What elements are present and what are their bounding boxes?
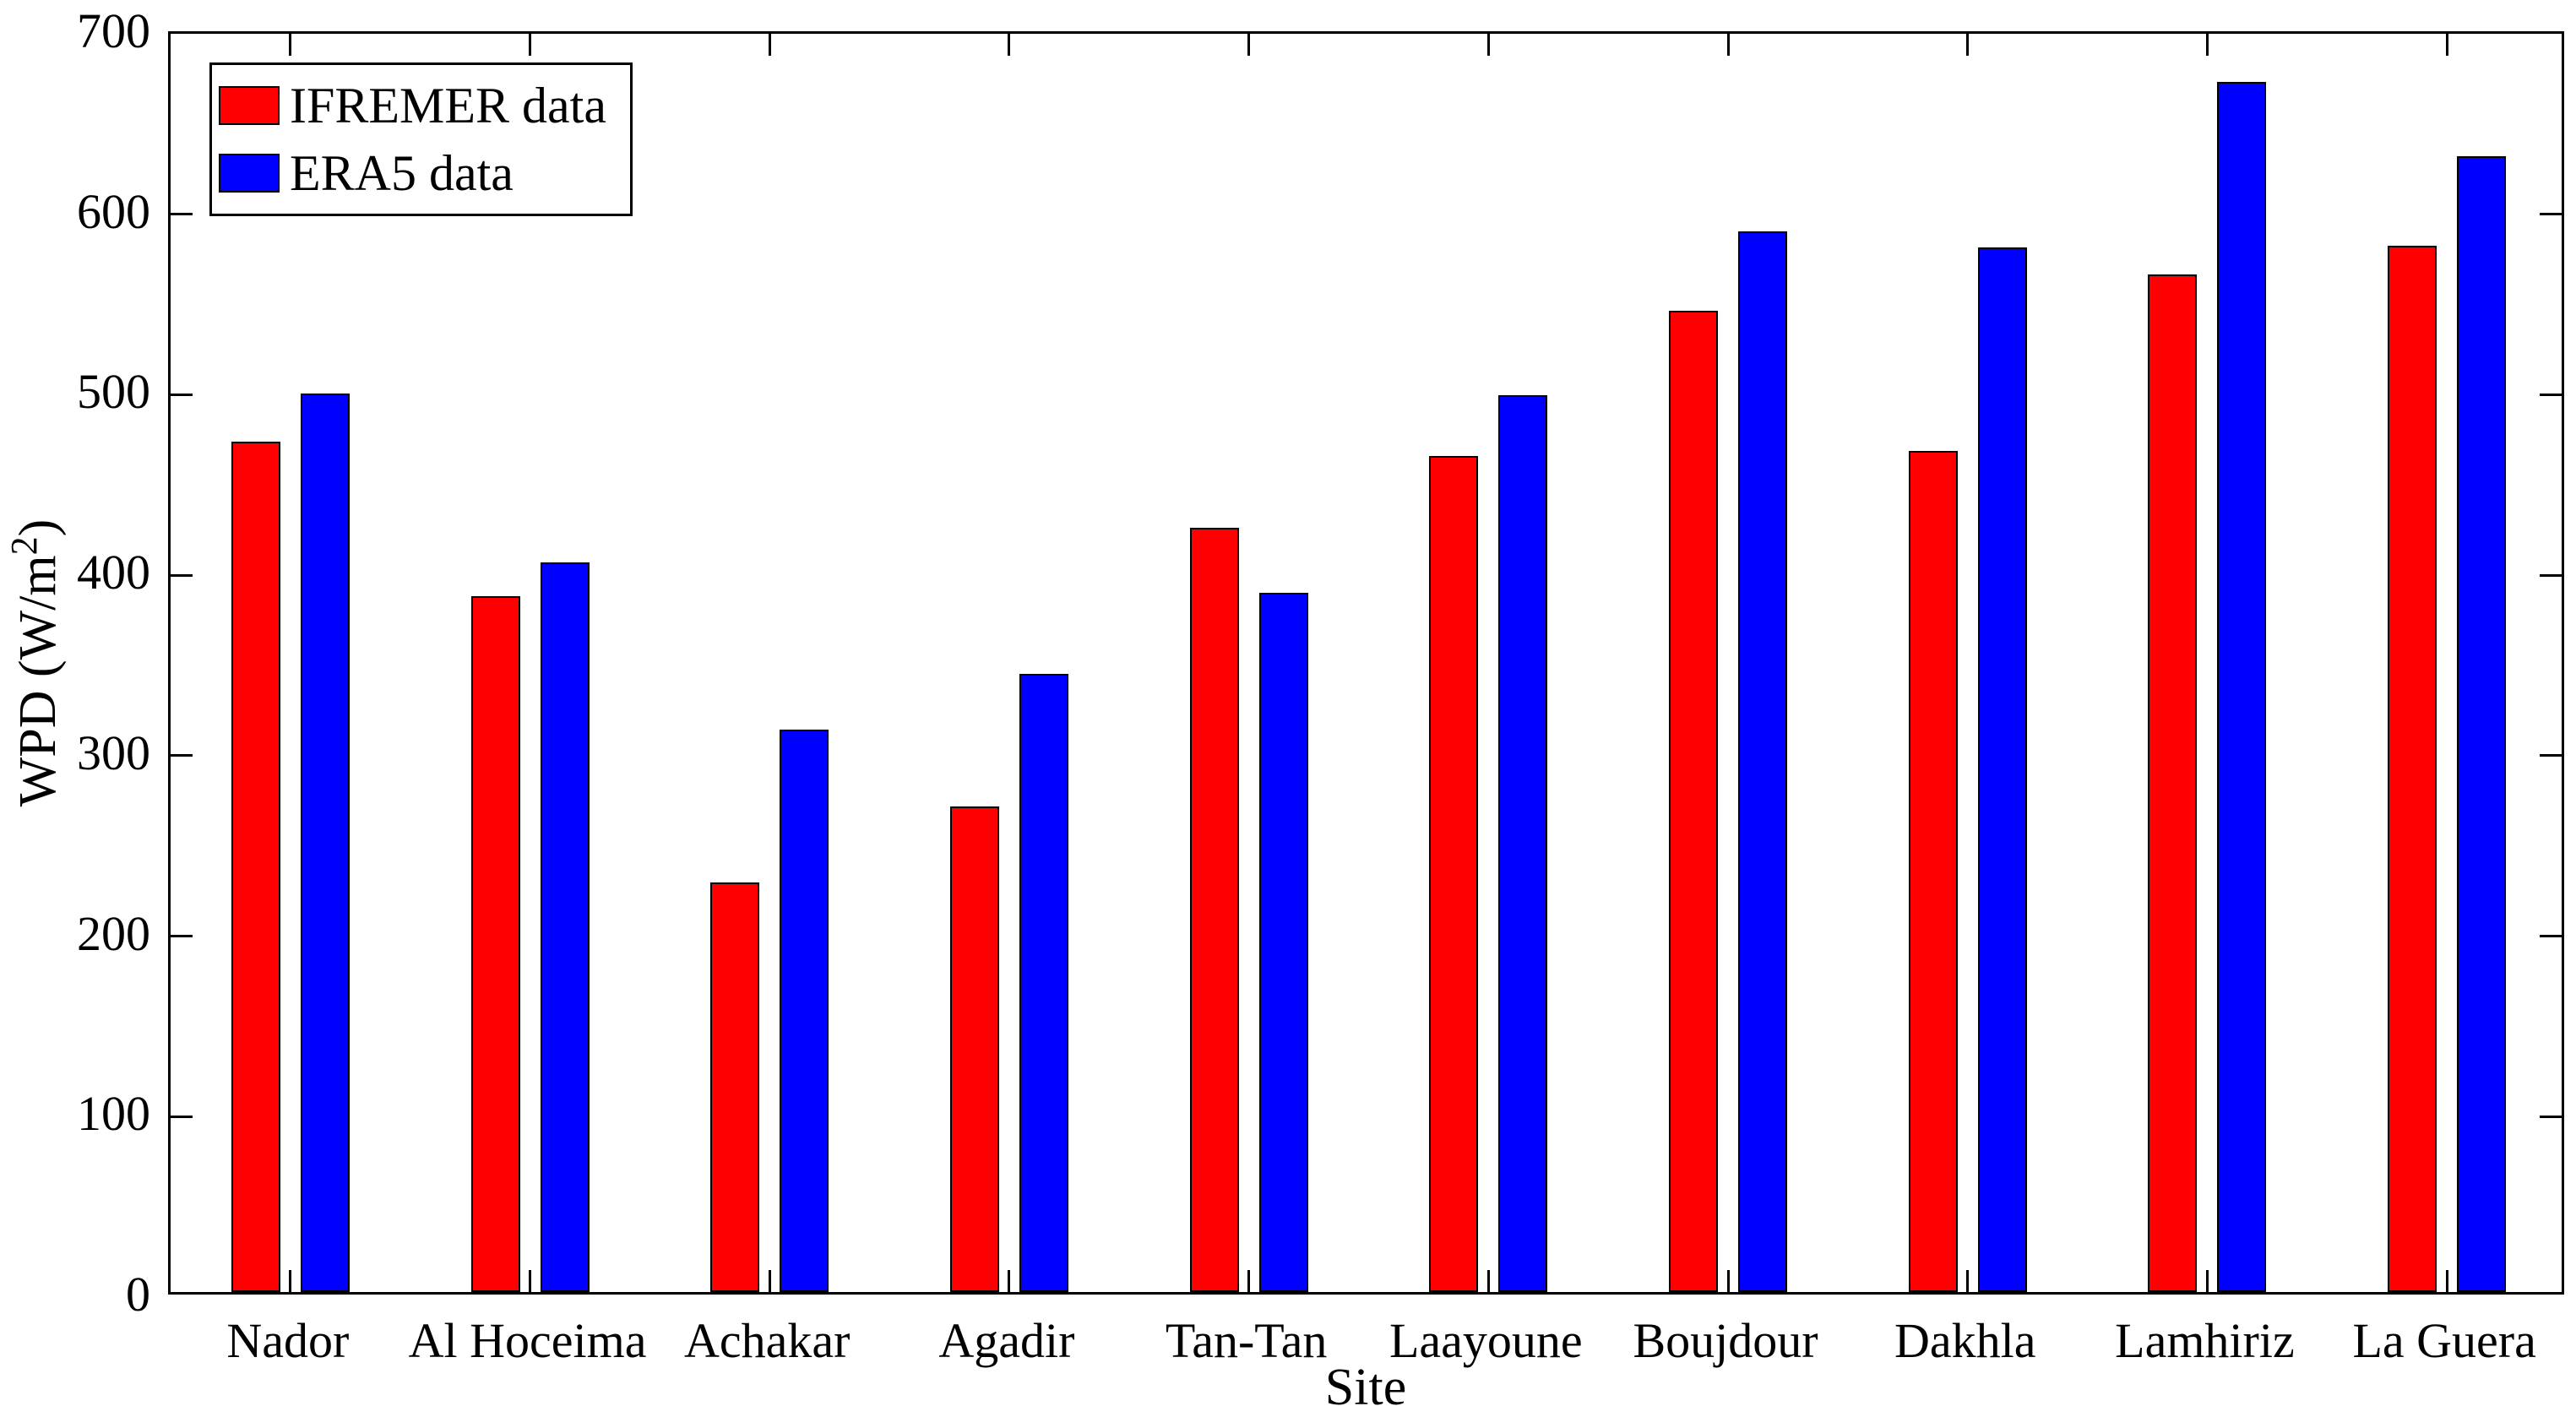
bar-era5-tan-tan — [1258, 593, 1308, 1292]
x-tick-mark — [1726, 34, 1730, 56]
x-tick-mark — [2445, 1270, 2448, 1292]
x-tick-label-agadir: Agadir — [938, 1313, 1075, 1368]
bar-ifremer-laayoune — [1429, 456, 1479, 1292]
legend-label-ifremer: IFREMER data — [290, 78, 606, 133]
bar-era5-dakhla — [1977, 247, 2027, 1292]
x-tick-mark — [1008, 34, 1011, 56]
bar-era5-la-guera — [2457, 155, 2507, 1292]
x-tick-label-achakar: Achakar — [684, 1313, 851, 1368]
bar-era5-al-hoceima — [540, 562, 590, 1292]
legend-entry-era5: ERA5 data — [219, 146, 606, 200]
x-tick-mark — [2445, 34, 2448, 56]
x-tick-mark — [1966, 34, 1970, 56]
y-tick-label-700: 700 — [77, 3, 150, 58]
x-tick-label-al-hoceima: Al Hoceima — [408, 1313, 647, 1368]
x-tick-mark — [1966, 1270, 1970, 1292]
bar-ifremer-al-hoceima — [470, 596, 520, 1292]
x-tick-mark — [1486, 1270, 1490, 1292]
x-tick-mark — [289, 1270, 292, 1292]
x-tick-mark — [1247, 1270, 1251, 1292]
legend-swatch-blue-icon — [219, 154, 280, 193]
y-axis-title-close: ) — [9, 518, 67, 537]
x-tick-mark — [1008, 1270, 1011, 1292]
bar-ifremer-la-guera — [2388, 246, 2437, 1292]
legend-swatch-red-icon — [219, 86, 280, 125]
bar-era5-achakar — [780, 729, 829, 1292]
y-tick-label-0: 0 — [126, 1267, 150, 1322]
bar-era5-boujdour — [1738, 231, 1788, 1292]
x-tick-mark — [1247, 34, 1251, 56]
x-axis-title: Site — [1324, 1359, 1407, 1416]
y-tick-mark — [171, 213, 193, 216]
bar-era5-nador — [300, 393, 350, 1292]
bar-era5-lamhiriz — [2217, 82, 2267, 1292]
x-tick-label-laayoune: Laayoune — [1389, 1313, 1583, 1368]
x-tick-mark — [768, 1270, 771, 1292]
bar-ifremer-dakhla — [1908, 450, 1958, 1292]
y-tick-mark — [2540, 935, 2562, 938]
x-tick-mark — [1726, 1270, 1730, 1292]
x-tick-mark — [2205, 34, 2209, 56]
legend-label-era5: ERA5 data — [290, 145, 514, 201]
y-tick-mark — [171, 393, 193, 396]
y-tick-mark — [2540, 754, 2562, 757]
x-tick-label-dakhla: Dakhla — [1894, 1313, 2036, 1368]
y-tick-label-300: 300 — [77, 725, 150, 780]
y-tick-mark — [2540, 573, 2562, 577]
x-tick-label-la-guera: La Guera — [2352, 1313, 2536, 1368]
bar-ifremer-nador — [231, 442, 280, 1292]
y-tick-label-500: 500 — [77, 364, 150, 420]
bar-era5-agadir — [1019, 673, 1068, 1292]
bar-ifremer-boujdour — [1669, 310, 1719, 1292]
bar-era5-laayoune — [1498, 394, 1548, 1292]
y-tick-label-100: 100 — [77, 1086, 150, 1142]
x-tick-mark — [289, 34, 292, 56]
y-tick-mark — [171, 573, 193, 577]
legend-entry-ifremer: IFREMER data — [219, 79, 606, 133]
bar-ifremer-lamhiriz — [2148, 274, 2198, 1292]
x-tick-mark — [768, 34, 771, 56]
x-tick-mark — [2205, 1270, 2209, 1292]
y-tick-label-600: 600 — [77, 183, 150, 239]
y-tick-label-400: 400 — [77, 545, 150, 600]
bar-ifremer-tan-tan — [1189, 528, 1239, 1292]
y-tick-mark — [2540, 213, 2562, 216]
y-tick-mark — [171, 935, 193, 938]
x-tick-label-boujdour: Boujdour — [1633, 1313, 1818, 1368]
x-tick-label-nador: Nador — [226, 1313, 350, 1368]
x-tick-mark — [529, 34, 532, 56]
x-tick-mark — [529, 1270, 532, 1292]
x-tick-label-lamhiriz: Lamhiriz — [2115, 1313, 2295, 1368]
bar-ifremer-achakar — [710, 882, 760, 1292]
legend: IFREMER data ERA5 data — [209, 62, 633, 216]
y-tick-mark — [171, 1115, 193, 1118]
x-tick-label-tan-tan: Tan-Tan — [1165, 1313, 1328, 1368]
y-tick-mark — [2540, 1115, 2562, 1118]
x-tick-mark — [1486, 34, 1490, 56]
y-tick-mark — [171, 754, 193, 757]
y-tick-mark — [2540, 393, 2562, 396]
bar-ifremer-agadir — [949, 806, 999, 1292]
plot-area: IFREMER data ERA5 data — [168, 31, 2564, 1295]
y-tick-label-200: 200 — [77, 905, 150, 961]
